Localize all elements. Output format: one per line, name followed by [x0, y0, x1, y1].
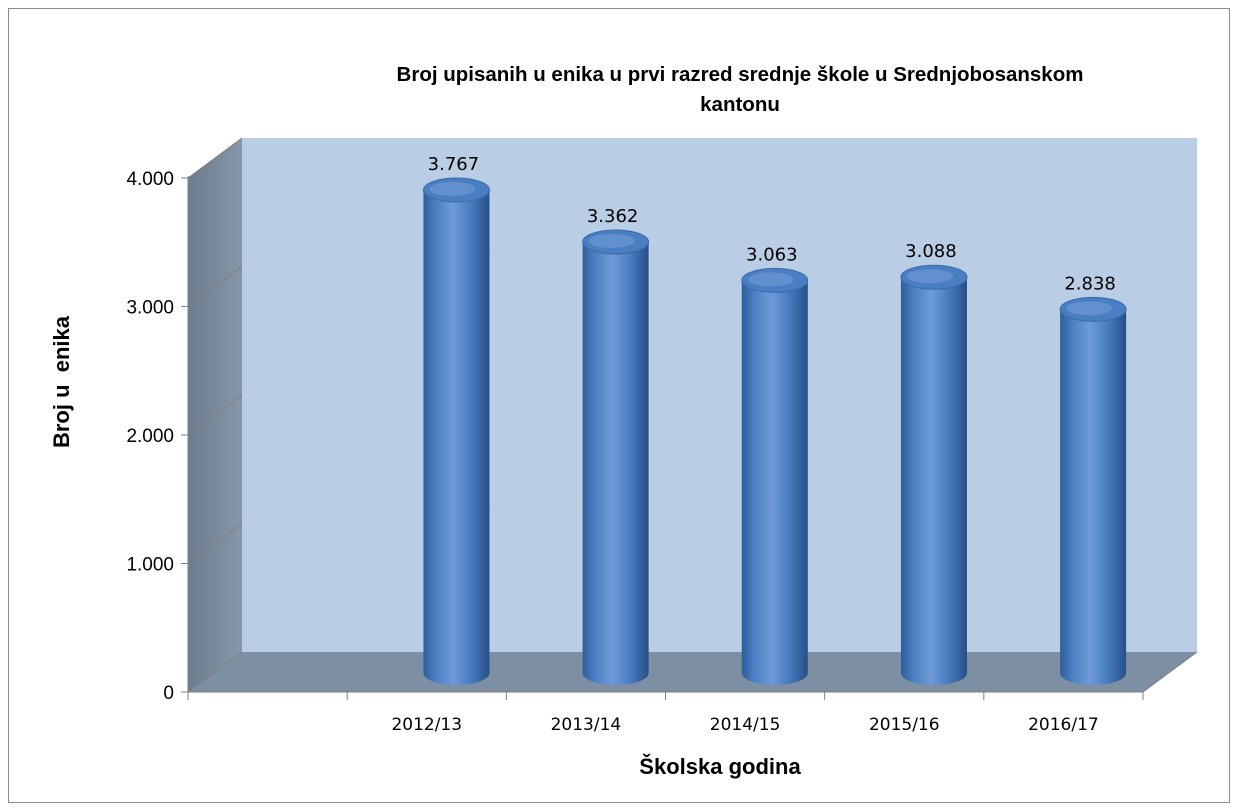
y-tick-label: 4.000: [126, 169, 174, 190]
data-label: 2.838: [1064, 273, 1116, 294]
bar-top: [582, 229, 650, 255]
chart-axes: [181, 137, 1198, 700]
bar-top: [422, 177, 490, 203]
y-tick-depth: [187, 523, 243, 564]
bar: [1059, 296, 1127, 685]
bar-top: [741, 267, 809, 293]
x-axis-label: Školska godina: [639, 754, 801, 779]
bar: [900, 264, 968, 685]
bar: [741, 267, 809, 685]
bar-top: [900, 264, 968, 290]
x-tick-label: 2012/13: [391, 715, 462, 735]
bar-body: [1060, 309, 1127, 685]
bar-top-highlight: [588, 233, 635, 248]
bar-top: [1059, 296, 1127, 322]
bar-body: [741, 280, 808, 685]
data-label: 3.088: [905, 241, 957, 262]
bar-top-highlight: [1066, 301, 1113, 316]
y-axis-label: Broj u enika: [49, 315, 74, 449]
bar-top-highlight: [747, 272, 794, 287]
chart-labels: 0 1.000 2.000 3.000 4.000 3.767 2012/13 3.362 20…: [126, 154, 1115, 735]
chart-title: Broj upisanih u enika u prvi razred sred…: [260, 60, 1220, 120]
y-tick-depth: [187, 137, 243, 179]
bar-body: [423, 189, 490, 686]
back-wall: [242, 138, 1197, 652]
x-axis-depth-line: [1142, 651, 1198, 693]
bar-body: [582, 241, 649, 685]
chart-title-line-1: Broj upisanih u enika u prvi razred sred…: [396, 63, 1084, 86]
x-tick-label: 2016/17: [1028, 715, 1099, 735]
y-tick-depth: [187, 394, 243, 436]
y-tick-depth: [187, 651, 243, 693]
x-tick-label: 2014/15: [710, 715, 781, 735]
y-tick-label: 1.000: [126, 555, 174, 576]
bar: [582, 229, 650, 685]
data-label: 3.362: [587, 206, 639, 227]
y-tick-depth: [187, 266, 243, 307]
y-tick-label: 2.000: [126, 426, 174, 447]
y-tick-label: 0: [163, 683, 174, 704]
chart-bars: [422, 177, 1127, 686]
bar-top-highlight: [429, 181, 476, 196]
data-label: 3.767: [428, 154, 480, 175]
bar-body: [900, 277, 967, 685]
y-tick-label: 3.000: [126, 298, 174, 319]
bar: [422, 177, 490, 686]
x-tick-label: 2015/16: [869, 715, 940, 735]
floor: [188, 652, 1197, 692]
chart-walls: [188, 138, 1197, 692]
x-tick-label: 2013/14: [551, 715, 622, 735]
data-label: 3.063: [746, 244, 798, 265]
bar-top-highlight: [906, 269, 953, 284]
chart-title-line-2: kantonu: [700, 93, 780, 116]
